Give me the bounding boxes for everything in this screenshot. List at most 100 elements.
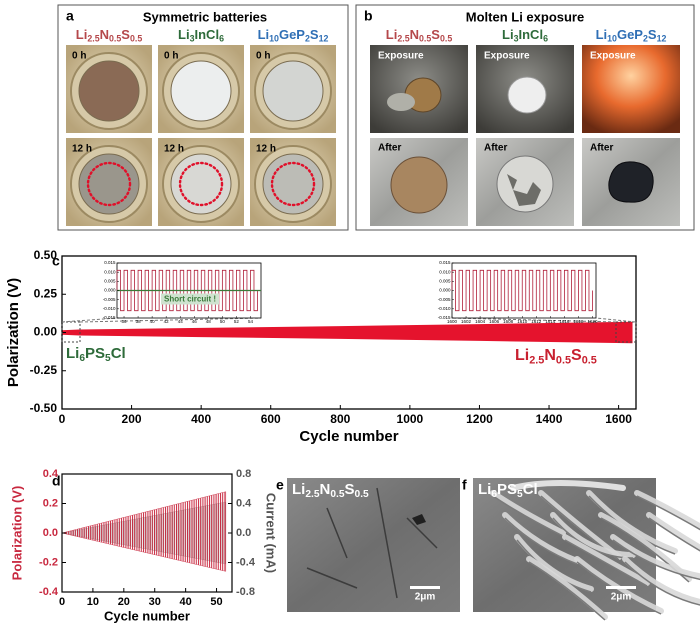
connector xyxy=(451,317,617,323)
formula-part: 0.5 xyxy=(355,489,369,500)
zoom-box xyxy=(615,321,637,343)
inset-x-tick-label: 1604 xyxy=(475,319,486,324)
y-tick-label: 0.50 xyxy=(34,248,58,262)
row-label: After xyxy=(378,143,401,154)
row-label: Exposure xyxy=(484,51,530,62)
y2-tick-label: -0.8 xyxy=(236,586,255,598)
formula-part: S xyxy=(310,27,319,42)
panel-frame xyxy=(355,4,695,231)
row-label: 12 h xyxy=(164,144,184,155)
formula-part: Li xyxy=(596,27,608,42)
formula-part: Li xyxy=(502,27,514,42)
formula-part: S xyxy=(648,27,657,42)
pellet xyxy=(608,161,654,203)
inset-x-tick-label: 1614 xyxy=(545,319,556,324)
y-tick-label: 0.25 xyxy=(34,286,58,300)
inset-y-tick-label: -0.010 xyxy=(103,306,116,311)
inset-y-tick-label: 0.000 xyxy=(439,288,451,293)
inset-note-bg xyxy=(161,293,219,305)
inset-y-tick-label: 0.015 xyxy=(104,260,116,265)
fiber xyxy=(490,490,566,536)
inset-y-tick-label: -0.005 xyxy=(438,297,451,302)
formula-part: N xyxy=(320,481,331,498)
inset-x-tick-label: 1602 xyxy=(461,319,472,324)
y-tick-label: -0.4 xyxy=(39,586,59,598)
x-tick-label: 1600 xyxy=(605,412,632,426)
inset-x-tick-label: 1620 xyxy=(587,319,598,324)
formula-part: 10 xyxy=(607,34,617,44)
scale-bar xyxy=(410,586,440,589)
fiber xyxy=(610,534,700,580)
formula-part: 0.5 xyxy=(419,34,431,44)
marker-circle xyxy=(86,161,132,207)
connector xyxy=(79,317,262,323)
y-axis-label: Polarization (V) xyxy=(5,278,22,387)
y-tick-label: 0.2 xyxy=(43,497,58,509)
inset-x-tick-label: 38 xyxy=(136,319,142,324)
crack xyxy=(412,514,426,525)
inset-y-tick-label: 0.015 xyxy=(439,260,451,265)
formula-part: Li xyxy=(292,481,305,498)
inset-x-tick-label: 44 xyxy=(178,319,184,324)
y-tick-label: -0.50 xyxy=(30,401,58,415)
fiber-shade xyxy=(636,495,700,531)
formula-part: 12 xyxy=(657,34,667,44)
row-label: 0 h xyxy=(72,51,86,62)
inset-x-tick-label: 46 xyxy=(192,319,198,324)
formula-part: 12 xyxy=(319,34,329,44)
fiber-shade xyxy=(528,561,606,621)
inset-y-tick-label: -0.015 xyxy=(103,315,116,320)
y-tick-label: -0.2 xyxy=(39,556,58,568)
pellet xyxy=(507,76,547,114)
row-label: After xyxy=(590,143,613,154)
x-tick-label: 20 xyxy=(118,596,130,608)
inset-x-tick-label: 1616 xyxy=(559,319,570,324)
column-label: Li3InCl6 xyxy=(502,27,548,44)
formula-part: 2.5 xyxy=(529,354,544,366)
x-tick-label: 30 xyxy=(149,596,161,608)
column-label: Li3InCl6 xyxy=(178,27,224,44)
x-axis-label: Cycle number xyxy=(299,428,398,445)
polarization-band xyxy=(62,321,633,344)
inset-wave xyxy=(451,269,593,312)
formula-part: 2 xyxy=(643,34,648,44)
formula-part: 6 xyxy=(79,353,85,364)
formula-part: 3 xyxy=(514,34,519,44)
formula-part: 6 xyxy=(543,34,548,44)
formula-part: 0.5 xyxy=(109,34,121,44)
connector xyxy=(595,317,637,323)
y-axis-label: Polarization (V) xyxy=(9,486,24,581)
formula-part: Li xyxy=(76,27,88,42)
oscillation-envelope xyxy=(61,491,227,572)
residue xyxy=(507,174,541,206)
inset-y-tick-label: -0.015 xyxy=(438,315,451,320)
inset-x-tick-label: 1610 xyxy=(517,319,528,324)
x-tick-label: 400 xyxy=(191,412,211,426)
y2-tick-label: 0.8 xyxy=(236,468,251,480)
scale-label: 2μm xyxy=(611,592,632,603)
row-label: After xyxy=(484,143,507,154)
formula-part: 2.5 xyxy=(87,34,99,44)
cell-disc xyxy=(170,60,232,122)
x-tick-label: 800 xyxy=(330,412,350,426)
formula-part: S xyxy=(345,481,355,498)
fiber xyxy=(646,512,700,552)
formula-part: 0.5 xyxy=(556,354,571,366)
inset-y-tick-label: 0.000 xyxy=(104,288,116,293)
cell-disc xyxy=(78,60,140,122)
fiber xyxy=(502,512,580,564)
fiber-shade xyxy=(564,539,648,587)
x-axis-label: Cycle number xyxy=(104,608,190,623)
y-tick-label: -0.25 xyxy=(30,363,58,377)
annotation: Li2.5N0.5S0.5 xyxy=(515,347,597,366)
formula-part: Li xyxy=(515,347,529,364)
formula-part: Li xyxy=(478,481,491,498)
formula-part: 0.5 xyxy=(582,354,597,366)
y2-axis-label: Current (mA) xyxy=(264,493,279,573)
marker-circle xyxy=(178,161,224,207)
pellet xyxy=(496,155,554,213)
inset-x-tick-label: 1600 xyxy=(447,319,458,324)
panel-letter: f xyxy=(462,477,467,493)
